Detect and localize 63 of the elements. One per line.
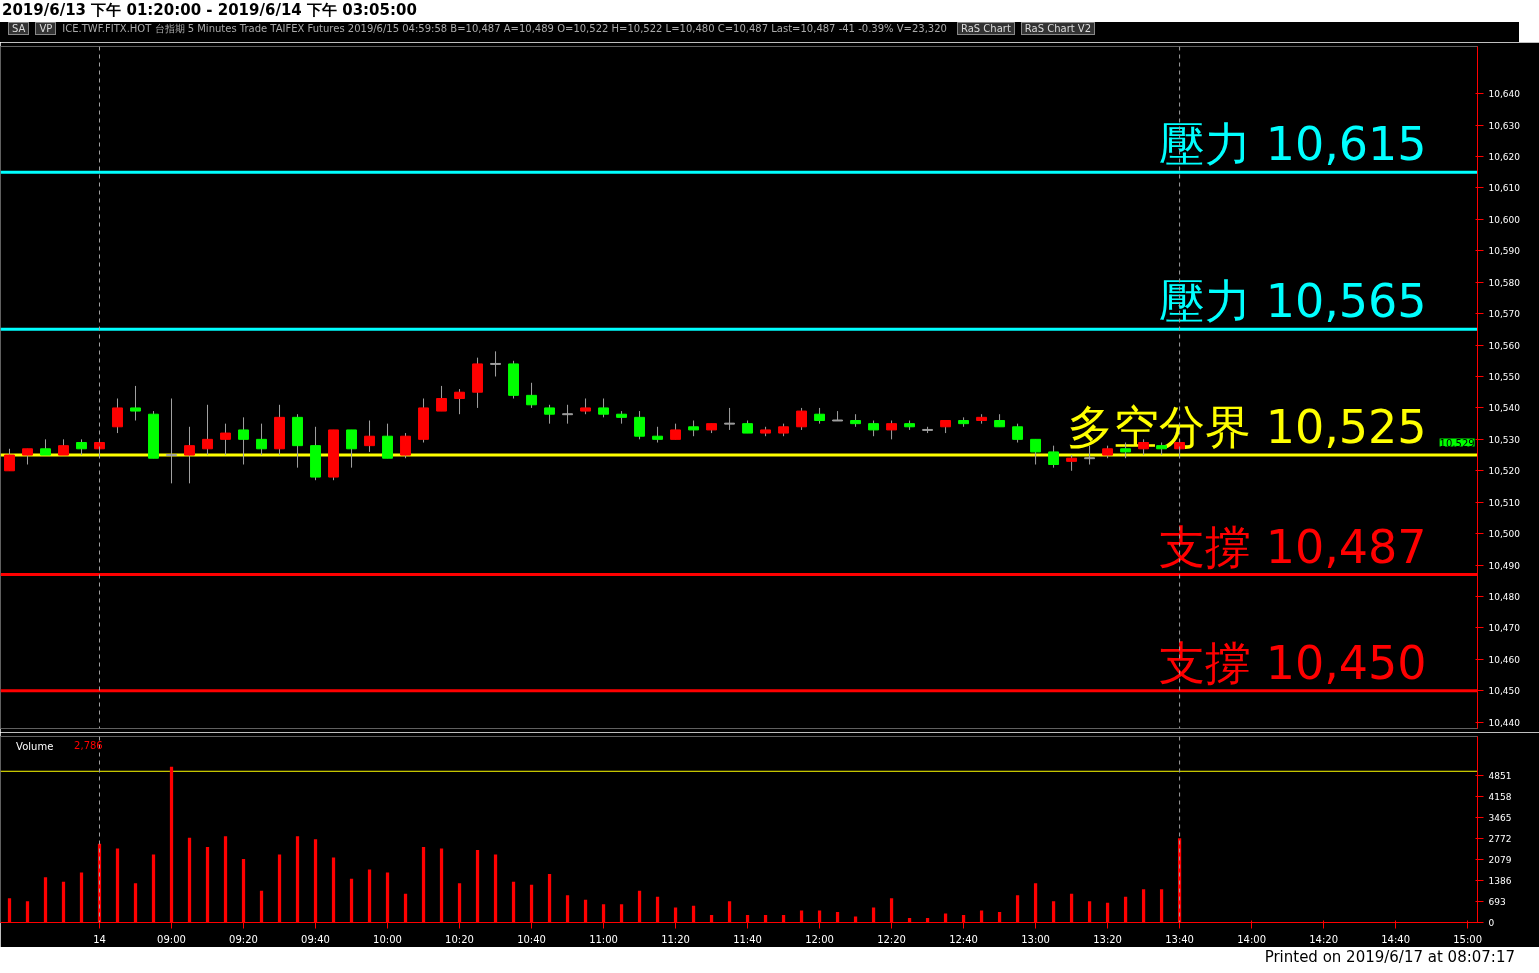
y-tick-label: 10,510: [1488, 497, 1521, 508]
x-tick-label: 13:00: [1021, 933, 1050, 945]
chart-subtitle: ICE.TWF.FITX.HOT 台指期 5 Minutes Trade TAIFEX Futures 2019/6/15 04:59:58 B=10,487 A=10,489 O=10,522 H=10,522 L=10,480 C=10,487 Last=10,487 -41 -0.39% V=23,320: [62, 23, 947, 34]
y-tick-label: 10,550: [1488, 372, 1521, 382]
x-tick-label: 13:20: [1093, 933, 1122, 945]
annotation: 2,786: [74, 739, 103, 751]
y-tick-label: 10,460: [1488, 654, 1521, 665]
x-tick-label: 10:20: [445, 933, 474, 945]
text: VP: [35, 22, 57, 35]
annotation: 10,529: [1439, 437, 1475, 449]
x-tick-label: 14:00: [1237, 933, 1266, 945]
y-tick-label: 10,470: [1488, 623, 1521, 634]
chart-title: Volume: [16, 740, 54, 752]
x-tick-label: 12:40: [949, 933, 978, 945]
y-tick-label: 10,530: [1488, 434, 1521, 445]
x-tick-label: 11:20: [661, 933, 690, 945]
x-tick-label: 13:40: [1165, 933, 1194, 945]
y-tick-label: 10,570: [1488, 309, 1521, 320]
y-tick-label: 0: [1488, 918, 1495, 928]
x-tick-label: 14: [93, 933, 106, 945]
x-tick-label: 15:00: [1453, 933, 1483, 945]
y-tick-label: 3465: [1488, 813, 1512, 824]
text: RaS Chart: [956, 22, 1015, 35]
y-tick-label: 693: [1488, 897, 1506, 908]
x-tick-label: 14:20: [1309, 933, 1339, 945]
text: SA: [8, 22, 30, 35]
y-tick-label: 10,600: [1488, 214, 1521, 225]
y-tick-label: 2772: [1488, 834, 1512, 845]
x-tick-label: 12:00: [805, 933, 834, 945]
ref-line-label: 壓力 10,615: [1159, 117, 1427, 172]
x-tick-label: 10:00: [373, 933, 402, 945]
ref-line-label: 支撐 10,450: [1159, 635, 1427, 690]
x-tick-label: 09:40: [301, 933, 330, 945]
x-tick-label: 12:20: [877, 933, 906, 945]
y-tick-label: 10,590: [1488, 246, 1521, 257]
y-tick-label: 10,500: [1488, 529, 1521, 540]
y-tick-label: 10,610: [1488, 183, 1521, 194]
text: RaS Chart V2: [1020, 22, 1096, 35]
y-tick-label: 10,560: [1488, 340, 1521, 351]
y-tick-label: 4851: [1488, 771, 1512, 782]
y-tick-label: 10,630: [1488, 120, 1521, 131]
y-tick-label: 10,640: [1488, 89, 1521, 100]
ref-line-label: 支撐 10,487: [1159, 519, 1427, 574]
y-tick-label: 10,480: [1488, 592, 1521, 602]
ref-line-label: 壓力 10,565: [1159, 274, 1427, 329]
x-tick-label: 09:00: [157, 933, 186, 945]
x-tick-label: 09:20: [229, 933, 258, 945]
chart-title: 2019/6/13 下午 01:20:00 - 2019/6/14 下午 03:05:00: [2, 1, 417, 19]
y-tick-label: 4158: [1488, 792, 1512, 803]
x-tick-label: 14:40: [1381, 933, 1411, 945]
y-tick-label: 1386: [1488, 876, 1512, 887]
y-tick-label: 10,540: [1488, 403, 1521, 414]
y-tick-label: 10,450: [1488, 686, 1521, 697]
y-tick-label: 10,520: [1488, 466, 1521, 477]
x-tick-label: 11:00: [589, 933, 618, 945]
y-tick-label: 10,440: [1488, 717, 1521, 728]
y-tick-label: 10,490: [1488, 560, 1521, 571]
y-tick-label: 10,620: [1488, 152, 1521, 162]
y-tick-label: 2079: [1488, 855, 1512, 866]
x-tick-label: 10:40: [517, 933, 546, 945]
x-tick-label: 11:40: [733, 933, 762, 945]
y-tick-label: 10,580: [1488, 277, 1521, 288]
text: Printed on 2019/6/17 at 08:07:17: [1264, 947, 1515, 968]
